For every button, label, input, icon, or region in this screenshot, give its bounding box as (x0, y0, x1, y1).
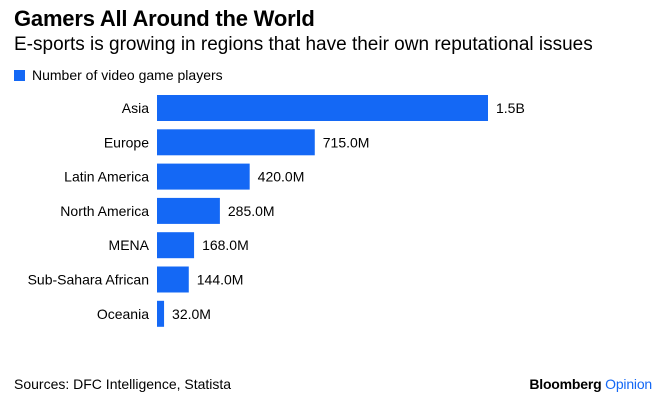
category-label: Sub-Sahara African (28, 272, 149, 288)
brand-accent: Opinion (605, 376, 652, 392)
brand-logo: Bloomberg Opinion (529, 376, 652, 392)
category-label: Europe (104, 134, 149, 150)
chart-subtitle: E-sports is growing in regions that have… (14, 34, 593, 55)
bar (157, 266, 189, 293)
legend-label: Number of video game players (32, 67, 223, 83)
category-label: Oceania (97, 306, 149, 322)
value-label: 168.0M (202, 237, 249, 253)
category-label: North America (60, 203, 149, 219)
legend-swatch (14, 69, 25, 81)
value-label: 420.0M (258, 169, 305, 185)
legend: Number of video game players (14, 67, 223, 83)
bar (157, 129, 315, 156)
value-label: 1.5B (496, 100, 525, 116)
chart-title: Gamers All Around the World (14, 6, 315, 31)
category-label: Latin America (64, 169, 149, 185)
value-label: 285.0M (228, 203, 275, 219)
bar (157, 232, 195, 259)
bar (157, 163, 250, 190)
bar (157, 95, 488, 121)
source-note: Sources: DFC Intelligence, Statista (14, 376, 232, 392)
value-label: 144.0M (197, 272, 244, 288)
value-label: 715.0M (323, 134, 370, 150)
bar (157, 300, 165, 327)
value-label: 32.0M (172, 306, 211, 322)
bar (157, 197, 220, 224)
brand-main: Bloomberg (529, 376, 602, 392)
category-label: MENA (109, 237, 150, 253)
category-label: Asia (122, 100, 149, 116)
